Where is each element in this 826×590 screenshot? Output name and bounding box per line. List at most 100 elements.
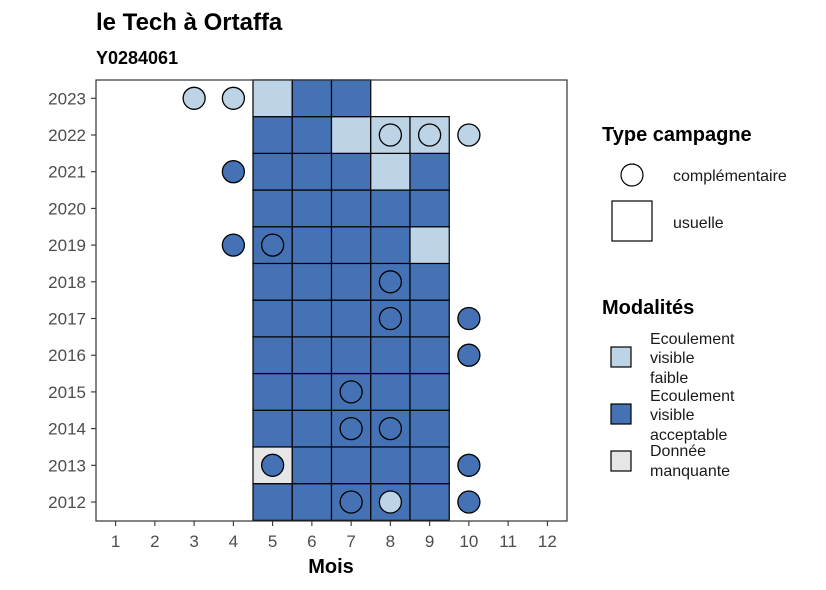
campaign-point bbox=[457, 123, 481, 147]
heatmap-cell bbox=[330, 299, 372, 338]
x-tick-label: 6 bbox=[307, 532, 316, 551]
x-tick-label: 5 bbox=[268, 532, 277, 551]
campaign-point bbox=[221, 86, 246, 110]
heatmap-cell bbox=[330, 446, 372, 485]
y-tick-label: 2022 bbox=[48, 126, 86, 145]
x-tick-label: 3 bbox=[189, 532, 198, 551]
heatmap-cell bbox=[291, 446, 333, 485]
x-tick-label: 4 bbox=[229, 532, 238, 551]
heatmap-cell bbox=[291, 372, 333, 411]
x-tick-label: 7 bbox=[346, 532, 355, 551]
heatmap-cell bbox=[330, 116, 372, 154]
heatmap-cell bbox=[409, 336, 450, 375]
legend-type-label: usuelle bbox=[673, 215, 724, 232]
x-tick-label: 12 bbox=[538, 532, 557, 551]
heatmap-cell bbox=[370, 372, 411, 411]
y-tick-label: 2020 bbox=[48, 199, 86, 218]
campaign-point bbox=[221, 160, 246, 184]
campaign-point bbox=[457, 453, 481, 477]
heatmap-cell bbox=[252, 483, 293, 521]
y-tick-label: 2017 bbox=[48, 310, 86, 329]
heatmap-cells bbox=[252, 79, 450, 521]
plot-border bbox=[95, 79, 568, 522]
heatmap-cell bbox=[252, 189, 293, 228]
heatmap-cell bbox=[330, 262, 372, 301]
x-axis-title: Mois bbox=[308, 556, 354, 578]
heatmap-cell bbox=[409, 226, 450, 265]
heatmap-cell bbox=[409, 372, 450, 411]
y-tick-label: 2012 bbox=[48, 493, 86, 512]
heatmap-cell bbox=[252, 116, 293, 154]
heatmap-cell bbox=[291, 336, 333, 375]
heatmap-cell bbox=[291, 116, 333, 154]
heatmap-cell bbox=[330, 189, 372, 228]
heatmap-cell bbox=[330, 152, 372, 191]
heatmap-cell bbox=[330, 226, 372, 265]
heatmap-cell bbox=[409, 409, 450, 448]
heatmap-cell bbox=[291, 299, 333, 338]
campaign-point bbox=[378, 270, 403, 294]
legend-manquante-key bbox=[610, 450, 632, 472]
legend-modal-label: manquante bbox=[650, 463, 730, 480]
legend-faible-key bbox=[610, 346, 632, 368]
y-tick-label: 2019 bbox=[48, 236, 86, 255]
y-tick-label: 2014 bbox=[48, 420, 86, 439]
y-tick-label: 2023 bbox=[48, 89, 86, 108]
heatmap-cell bbox=[409, 152, 450, 191]
heatmap-cell bbox=[330, 336, 372, 375]
x-tick-label: 2 bbox=[150, 532, 159, 551]
x-tick-label: 8 bbox=[386, 532, 395, 551]
heatmap-cell bbox=[409, 446, 450, 485]
legend-circle-key bbox=[620, 163, 644, 187]
x-tick-label: 1 bbox=[111, 532, 120, 551]
campaign-point bbox=[182, 86, 206, 110]
y-tick-label: 2016 bbox=[48, 346, 86, 365]
legend-modal-label: visible bbox=[650, 407, 695, 424]
campaign-point bbox=[457, 306, 481, 331]
x-tick-label: 11 bbox=[499, 532, 517, 551]
legend-square-key bbox=[611, 200, 653, 242]
campaign-point bbox=[339, 380, 363, 404]
heatmap-cell bbox=[409, 189, 450, 228]
heatmap-cell bbox=[252, 299, 293, 338]
campaign-point bbox=[260, 453, 285, 477]
heatmap-cell bbox=[252, 262, 293, 301]
y-axis: 2012 2013 2014 2015 2016 2017 2018 2019 2020 2021… bbox=[48, 89, 96, 512]
campaign-point bbox=[260, 233, 285, 257]
heatmap-cell bbox=[370, 446, 411, 485]
legend-modal-label: Ecoulement bbox=[650, 331, 735, 348]
heatmap-cell bbox=[370, 152, 411, 191]
campaign-point bbox=[457, 343, 481, 367]
y-tick-label: 2018 bbox=[48, 273, 86, 292]
campaign-point bbox=[378, 306, 403, 331]
campaign-point bbox=[378, 490, 403, 514]
campaign-point bbox=[378, 416, 403, 441]
x-axis: 1 2 3 4 5 6 7 8 9 10 11 12 bbox=[111, 521, 557, 551]
chart-subtitle: Y0284061 bbox=[96, 48, 178, 68]
y-tick-label: 2013 bbox=[48, 456, 86, 475]
legend-modal-label: faible bbox=[650, 370, 688, 387]
heatmap-cell bbox=[370, 262, 411, 301]
campaign-point bbox=[417, 123, 442, 147]
campaign-point bbox=[457, 490, 481, 514]
legend-type-title: Type campagne bbox=[602, 124, 752, 146]
y-tick-label: 2021 bbox=[48, 163, 86, 182]
heatmap-cell bbox=[409, 483, 450, 521]
heatmap-cell bbox=[370, 189, 411, 228]
campaign-point bbox=[221, 233, 246, 257]
campaign-point bbox=[339, 416, 363, 441]
heatmap-cell bbox=[291, 262, 333, 301]
chart-title: le Tech à Ortaffa bbox=[96, 9, 283, 36]
heatmap-cell bbox=[291, 189, 333, 228]
legend: Type campagne complémentaire usuelle Mod… bbox=[602, 124, 787, 480]
heatmap-cell bbox=[291, 226, 333, 265]
heatmap-cell bbox=[291, 152, 333, 191]
heatmap-cell bbox=[409, 299, 450, 338]
legend-modal-label: Donnée bbox=[650, 443, 706, 460]
x-tick-label: 10 bbox=[459, 532, 478, 551]
legend-type-label: complémentaire bbox=[673, 168, 787, 185]
heatmap-cell bbox=[252, 152, 293, 191]
heatmap-cell bbox=[291, 483, 333, 521]
campaign-points bbox=[182, 86, 481, 514]
